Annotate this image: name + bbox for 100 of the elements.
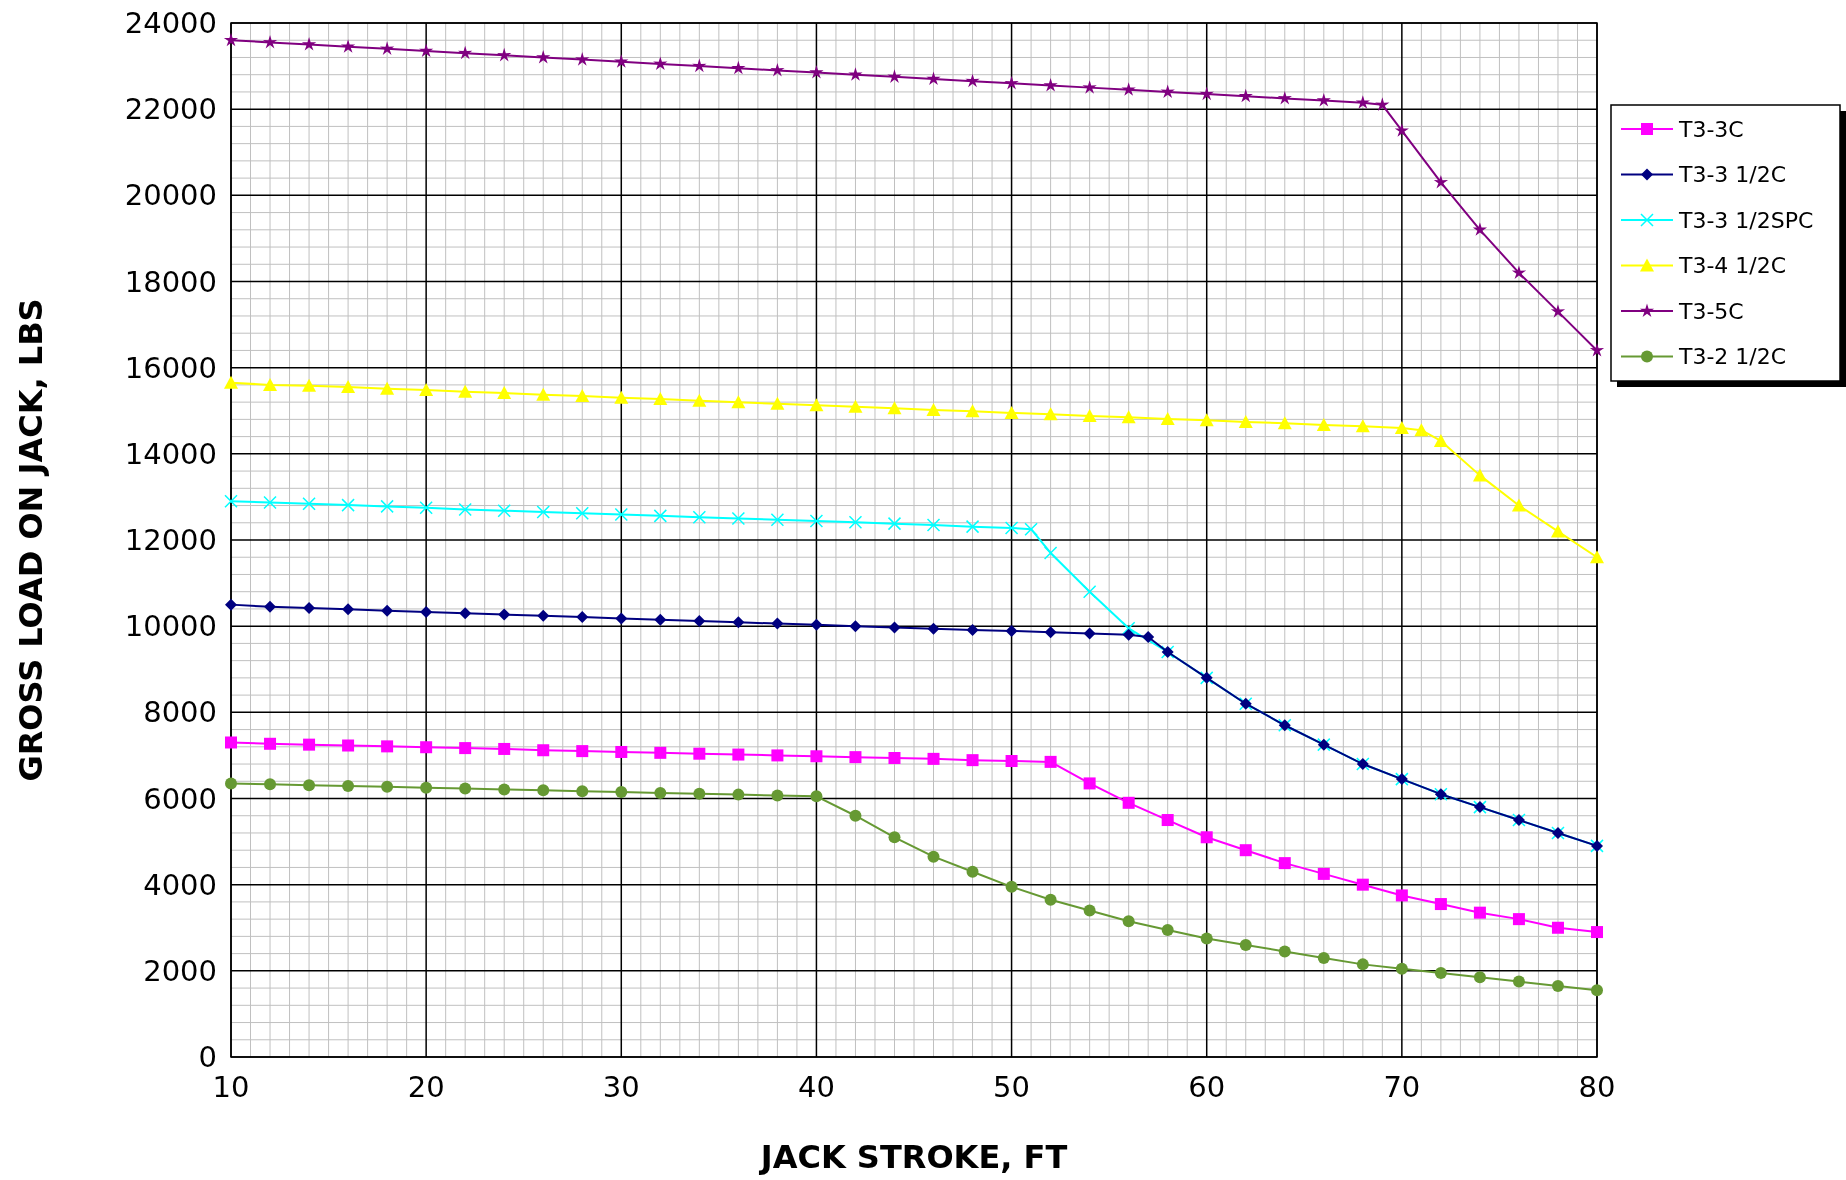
point [575,52,590,66]
point [1238,414,1253,428]
x-tick-label: 30 [602,1070,640,1104]
point [731,60,746,75]
point [575,389,590,403]
point [1083,904,1096,917]
point [302,378,317,392]
point [1589,342,1605,357]
point [1122,915,1135,928]
point [1083,777,1096,790]
point [1316,93,1331,107]
point [966,754,979,767]
point [536,505,550,519]
point [340,39,356,53]
point [576,611,589,624]
point [965,73,980,88]
point [654,613,667,626]
x-tick-label: 60 [1188,1070,1226,1104]
point [887,401,902,415]
point [1512,913,1525,926]
point [1511,265,1527,279]
point [1394,420,1409,434]
point [1142,630,1155,643]
point [732,748,745,761]
point [1161,923,1174,936]
y-tick-label: 22000 [124,92,217,127]
point [615,786,628,799]
y-tick-label: 14000 [124,436,217,471]
point [848,399,863,413]
point [888,752,901,764]
x-tick-label: 50 [993,1070,1031,1104]
point [498,742,511,755]
point [1394,123,1409,137]
x-tick-label: 80 [1578,1070,1616,1104]
point [614,54,629,68]
point [1199,413,1214,427]
point [225,598,237,611]
legend-label: T3-3C [1678,116,1744,142]
point [1082,584,1097,599]
point [1004,405,1019,419]
point [497,503,511,518]
point [498,608,511,621]
point [1277,90,1292,105]
y-tick-label: 2000 [143,953,217,988]
point [303,779,316,792]
point [381,740,394,753]
point [1317,951,1330,964]
point [849,620,862,633]
y-axis-title: GROSS LOAD ON JACK, LBS [12,298,50,782]
point [771,749,784,762]
point [1590,550,1604,564]
point [497,386,512,400]
point [1433,174,1449,189]
point [575,506,590,521]
legend-label: T3-5C [1678,298,1744,324]
point [1473,971,1486,984]
point [420,741,433,754]
point [926,71,941,86]
point [965,404,980,418]
point [1160,84,1175,98]
point [1044,755,1057,768]
point [458,45,473,60]
y-tick-label: 6000 [143,781,217,816]
point [1200,932,1213,945]
point [771,789,784,802]
point [381,604,394,617]
point [1005,880,1018,893]
point [1005,755,1018,768]
point [264,778,277,791]
point [1121,410,1136,424]
point [848,67,863,81]
point [1044,626,1057,639]
point [458,384,473,398]
point [1355,419,1370,433]
point [810,750,823,763]
point [809,398,824,412]
point [419,383,434,397]
point [1433,433,1448,447]
point [225,736,237,749]
point [731,511,746,526]
point [341,380,356,394]
point [342,739,355,752]
point [303,602,316,615]
point [770,513,785,527]
point [614,507,629,522]
point [498,783,511,796]
point [341,498,355,512]
point [536,49,551,64]
point [1160,411,1175,425]
point [1004,521,1019,535]
point [966,865,979,878]
point [1043,407,1058,421]
point [1278,945,1291,958]
point [263,377,278,391]
point [1375,97,1390,111]
point [1277,416,1292,430]
point [263,495,277,510]
point [1239,938,1252,951]
point [965,519,980,534]
point [381,780,394,793]
